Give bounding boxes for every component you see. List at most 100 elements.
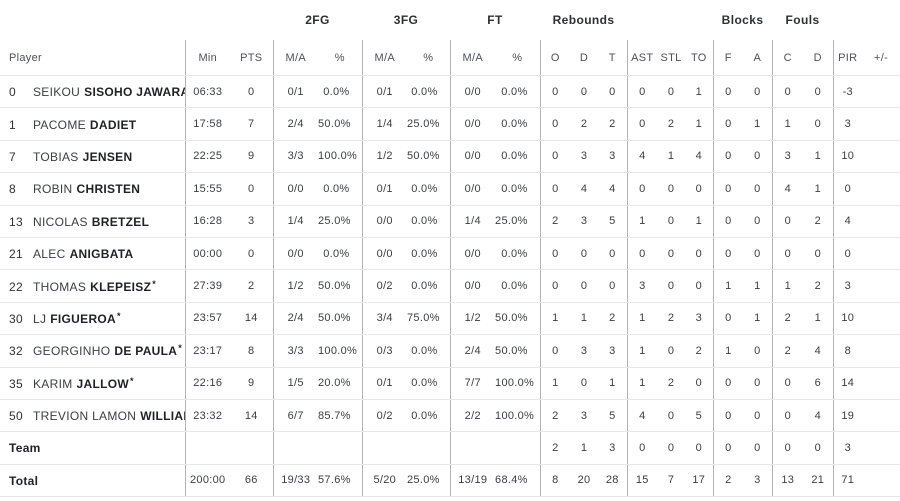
jersey-number: 7 [9,149,16,164]
fg3-percent-cell: 0.0% [407,205,451,238]
col-header-3fg-pct: % [407,40,451,76]
col-header-ft-pct: % [495,40,541,76]
fg3-percent-cell: 0.0% [407,75,451,109]
blocks-against-cell: 1 [743,302,773,336]
fg2-made-attempt-cell: 19/33 [273,464,318,498]
blocks-for-cell: 1 [713,334,744,368]
steals-cell: 2 [657,302,686,336]
col-header-player: Player [0,40,186,76]
minutes-cell: 17:58 [185,107,230,141]
turnovers-cell: 1 [685,205,714,238]
plusminus-cell [862,205,900,238]
player-cell: 32 GEORGINHO DE PAULA* [0,334,186,368]
fouls-drawn-cell: 2 [803,269,834,303]
assists-cell: 0 [627,107,658,141]
fg2-percent-cell: 100.0% [318,334,363,368]
offensive-rebounds-cell: 0 [540,140,571,174]
assists-cell: 1 [627,334,658,368]
minutes-cell: 00:00 [185,237,230,271]
steals-cell: 0 [657,399,686,433]
pir-cell: -3 [833,75,863,109]
offensive-rebounds-cell: 1 [540,302,571,336]
blocks-against-cell: 0 [743,431,773,465]
group-header-ft: FT [487,13,503,27]
total-rebounds-cell: 3 [598,431,628,465]
assists-cell: 1 [627,367,658,400]
player-last-name: CHRISTEN [76,182,141,197]
ft-made-attempt-cell: 0/0 [450,107,496,141]
table-row: 13 NICOLAS BRETZEL 16:28 3 1/4 25.0% 0/0 0… [0,205,900,238]
col-header-stl: STL [657,40,686,76]
col-header-plusminus: +/- [862,40,900,76]
player-cell: 7 TOBIAS JENSEN [0,140,186,174]
starter-asterisk: * [129,375,134,386]
table-row: 1 PACOME DADIET 17:58 7 2/4 50.0% 1/4 25.0… [0,107,900,141]
ft-percent-cell: 68.4% [495,464,541,498]
blocks-against-cell: 0 [743,237,773,271]
jersey-number: 22 [9,279,23,294]
fouls-drawn-cell: 4 [803,399,834,433]
fg3-percent-cell: 0.0% [407,269,451,303]
col-header-pir: PIR [833,40,863,76]
pir-cell: 19 [833,399,863,433]
fg2-percent-cell [318,431,363,465]
fg2-made-attempt-cell: 6/7 [273,399,318,433]
player-last-name: BRETZEL [91,214,150,229]
player-last-name: WILLIAMS [140,409,184,424]
pir-cell: 71 [833,464,863,498]
plusminus-cell [862,464,900,498]
plusminus-cell [862,172,900,206]
ft-percent-cell: 25.0% [495,205,541,238]
offensive-rebounds-cell: 8 [540,464,571,498]
minutes-cell: 23:57 [185,302,230,336]
group-header-2fg: 2FG [305,13,330,27]
fg2-made-attempt-cell: 0/0 [273,237,318,271]
steals-cell: 0 [657,205,686,238]
ft-made-attempt-cell: 1/2 [450,302,496,336]
fouls-committed-cell: 0 [772,205,804,238]
stat-group-header-row: 2FG 3FG FT Rebounds Blocks Fouls [0,0,900,40]
group-header-rebounds: Rebounds [552,13,615,27]
jersey-number: 50 [9,409,23,424]
group-spacer [627,0,713,40]
fg2-percent-cell: 85.7% [318,399,363,433]
player-cell: 13 NICOLAS BRETZEL [0,205,186,238]
fg2-percent-cell: 57.6% [318,464,363,498]
turnovers-cell: 2 [685,334,714,368]
steals-cell: 0 [657,431,686,465]
blocks-against-cell: 3 [743,464,773,498]
blocks-for-cell: 0 [713,302,744,336]
points-cell [230,431,274,465]
blocks-for-cell: 0 [713,237,744,271]
ft-percent-cell: 100.0% [495,367,541,400]
player-first-name: KARIM [33,376,73,391]
fg2-percent-cell: 20.0% [318,367,363,400]
fg2-made-attempt-cell: 3/3 [273,334,318,368]
col-header-ft-ma: M/A [450,40,496,76]
blocks-for-cell: 1 [713,269,744,303]
fg3-made-attempt-cell: 0/2 [362,399,408,433]
fg2-made-attempt-cell: 1/5 [273,367,318,400]
fg3-percent-cell: 0.0% [407,172,451,206]
fg3-made-attempt-cell: 0/2 [362,269,408,303]
col-header-reb-o: O [540,40,571,76]
player-cell: 35 KARIM JALLOW* [0,367,186,400]
fouls-drawn-cell: 2 [803,205,834,238]
blocks-for-cell: 2 [713,464,744,498]
fg2-made-attempt-cell: 2/4 [273,107,318,141]
table-row: 22 THOMAS KLEPEISZ* 27:39 2 1/2 50.0% 0/2 … [0,269,900,303]
pir-cell: 14 [833,367,863,400]
minutes-cell: 27:39 [185,269,230,303]
jersey-number: 32 [9,344,23,359]
fouls-committed-cell: 0 [772,399,804,433]
blocks-for-cell: 0 [713,431,744,465]
group-header-fouls: Fouls [785,13,820,27]
points-cell: 0 [230,172,274,206]
pir-cell: 4 [833,205,863,238]
player-last-name: SISOHO JAWARA [84,85,185,100]
fg3-made-attempt-cell: 0/1 [362,172,408,206]
minutes-cell: 16:28 [185,205,230,238]
